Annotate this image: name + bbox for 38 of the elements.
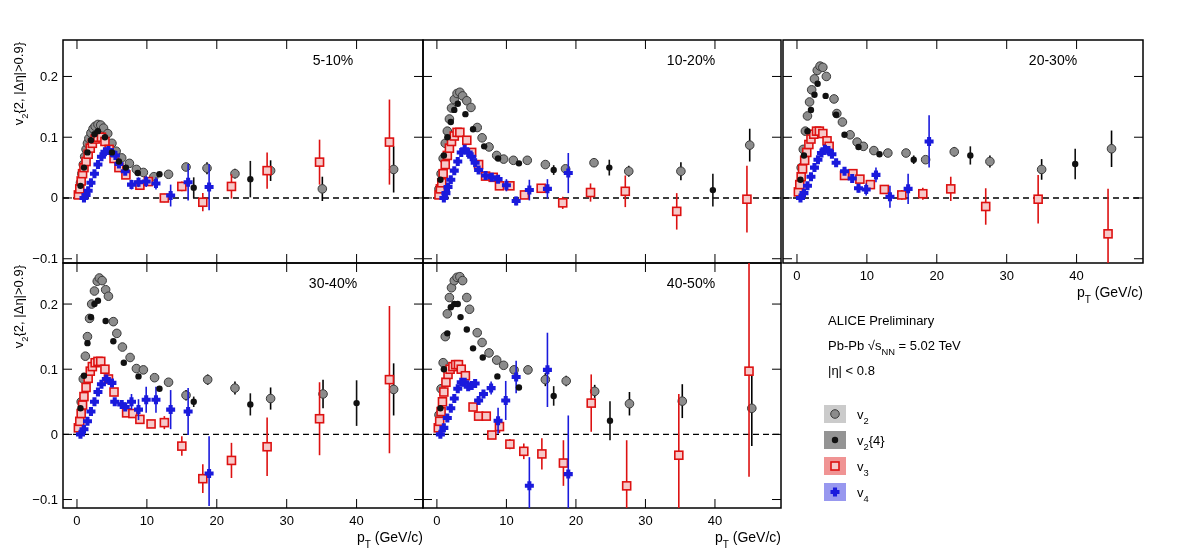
text: 30-40% [308, 275, 358, 291]
y-tick-label: 0.2 [39, 296, 58, 312]
legend-label: v$_{2}${4} [857, 433, 886, 452]
x-tick-label: 20 [929, 268, 945, 283]
y-tick-label: −0.1 [32, 251, 58, 267]
text: 40-50% [666, 275, 716, 291]
y-tick-label: 0 [50, 190, 58, 206]
legend-label: v$_{4}$ [857, 485, 869, 504]
x-tick-label: 0 [793, 268, 801, 283]
legend-label: v$_{2}$ [857, 407, 869, 426]
x-tick-label: 20 [209, 513, 225, 528]
x-tick-label: 0 [433, 513, 441, 528]
x-tick-label: 30 [638, 513, 653, 528]
x-tick-label: 40 [349, 513, 364, 528]
x-tick-label: 40 [1069, 268, 1084, 283]
y-tick-label: 0 [50, 426, 58, 442]
x-tick-label: 0 [73, 513, 81, 528]
y-tick-label: 0.1 [39, 129, 58, 145]
x-tick-label: 30 [999, 268, 1014, 283]
text: 5-10% [312, 52, 354, 68]
text: 10-20% [666, 52, 716, 68]
x-tick-label: 40 [707, 513, 723, 528]
x-tick-label: 10 [139, 513, 155, 528]
x-axis-title: p$_{T}$ (GeV/c) [356, 529, 423, 548]
text: |η| < 0.8 [828, 363, 875, 378]
x-tick-label: 10 [859, 268, 875, 283]
x-axis-title: p$_{T}$ (GeV/c) [1076, 284, 1143, 305]
x-tick-label: 10 [499, 513, 514, 528]
text: 20-30% [1028, 52, 1078, 68]
text: ALICE Preliminary [828, 313, 935, 328]
y-tick-label: 0.2 [39, 68, 58, 84]
x-tick-label: 20 [568, 513, 584, 528]
x-axis-title: p$_{T}$ (GeV/c) [714, 529, 781, 548]
y-tick-label: 0.1 [39, 361, 58, 377]
text: Pb-Pb √s$_{NN}$ = 5.02 TeV [828, 338, 962, 357]
legend-label: v$_{3}$ [857, 459, 869, 478]
y-tick-label: −0.1 [32, 492, 58, 508]
x-tick-label: 30 [279, 513, 294, 528]
